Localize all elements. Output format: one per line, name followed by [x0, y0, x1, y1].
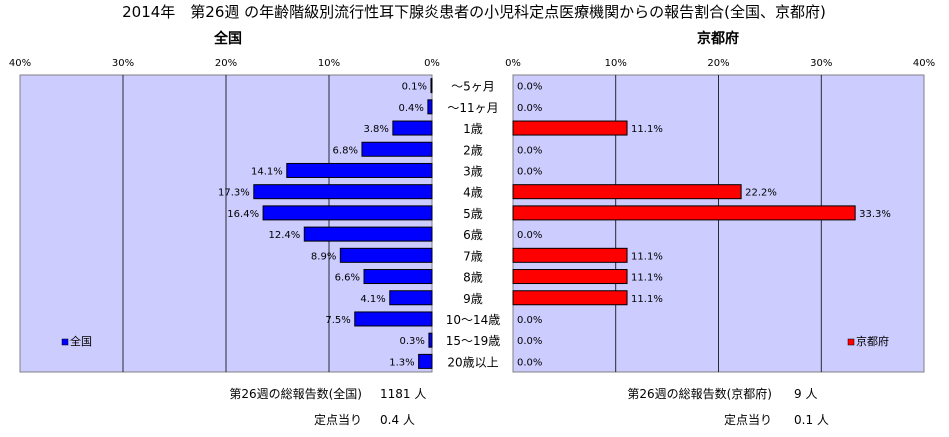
left-value-label: 4.1% — [360, 294, 385, 305]
category-labels: ～5ヶ月 ～11ヶ月 1歳 2歳 3歳 4歳 5歳 6歳 7歳 8歳 9歳 10～14歳 15～19歳 2… — [446, 80, 501, 370]
right-value-label: 0.0% — [517, 230, 542, 241]
right-bar — [512, 290, 628, 306]
left-bar — [339, 247, 433, 263]
category-label: 9歳 — [463, 292, 483, 306]
left-value-label: 7.5% — [325, 315, 350, 326]
right-value-label: 0.0% — [517, 166, 542, 177]
left-bar — [363, 269, 433, 285]
right-value-label: 0.0% — [517, 357, 542, 368]
left-bar — [427, 99, 433, 115]
category-label: 8歳 — [463, 271, 483, 285]
left-bar — [354, 311, 433, 327]
category-label: ～11ヶ月 — [447, 101, 498, 115]
left-value-label: 0.1% — [402, 82, 427, 93]
left-bar — [428, 332, 433, 348]
right-value-label: 11.1% — [631, 294, 663, 305]
right-bar — [512, 269, 628, 285]
national-per-value: 0.4 人 — [380, 413, 415, 427]
right-value-label: 11.1% — [631, 124, 663, 135]
left-tick-label: 20% — [215, 58, 237, 69]
right-tick-label: 10% — [605, 58, 627, 69]
kyoto-per-value: 0.1 人 — [794, 413, 829, 427]
category-label: 10～14歳 — [446, 313, 501, 327]
category-label: 4歳 — [463, 186, 483, 200]
left-tick-label: 40% — [9, 58, 31, 69]
kyoto-per-label: 定点当り — [724, 412, 772, 427]
right-tick-label: 30% — [810, 58, 832, 69]
left-bar — [361, 141, 433, 157]
left-legend-label: 全国 — [70, 334, 92, 348]
national-total-label: 第26週の総報告数(全国) — [229, 386, 362, 401]
category-label: 6歳 — [463, 228, 483, 242]
left-value-label: 8.9% — [311, 251, 336, 262]
right-value-label: 0.0% — [517, 336, 542, 347]
left-bar — [418, 353, 433, 369]
category-label: 15～19歳 — [446, 334, 501, 348]
left-panel-title: 全国 — [213, 30, 242, 47]
right-value-label: 33.3% — [859, 209, 891, 220]
right-value-label: 0.0% — [517, 315, 542, 326]
left-value-label: 0.4% — [398, 103, 423, 114]
right-bar — [512, 247, 628, 263]
right-value-label: 0.0% — [517, 103, 542, 114]
chart-title: 2014年 第26週 の年齢階級別流行性耳下腺炎患者の小児科定点医療機関からの報… — [122, 3, 826, 21]
right-value-label: 0.0% — [517, 145, 542, 156]
left-panel: 40% 30% 20% 10% 0% 0.1% 0.4% 3.8% 6.8% 14.1%17.3%… — [9, 58, 440, 373]
right-value-label: 0.0% — [517, 82, 542, 93]
right-legend-swatch — [847, 338, 855, 346]
left-value-label: 14.1% — [251, 166, 283, 177]
right-bar — [512, 120, 628, 136]
right-panel: 0% 10% 20% 30% 40% 0.0% 0.0% 11.1% 0.0% 0.0% 22.2%… — [505, 58, 935, 373]
left-value-label: 12.4% — [268, 230, 300, 241]
category-label: 7歳 — [463, 249, 483, 263]
category-label: 2歳 — [463, 143, 483, 157]
right-value-label: 11.1% — [631, 273, 663, 284]
right-value-label: 22.2% — [745, 188, 777, 199]
kyoto-total-label: 第26週の総報告数(京都府) — [627, 386, 772, 401]
left-value-label: 3.8% — [363, 124, 388, 135]
left-value-label: 1.3% — [389, 357, 414, 368]
kyoto-total-value: 9 人 — [794, 387, 817, 401]
right-tick-label: 20% — [707, 58, 729, 69]
right-tick-label: 40% — [913, 58, 935, 69]
right-bar — [512, 184, 742, 200]
left-tick-label: 30% — [112, 58, 134, 69]
category-label: 5歳 — [463, 207, 483, 221]
left-bar — [392, 120, 433, 136]
left-tick-label: 10% — [318, 58, 340, 69]
left-bar — [253, 184, 433, 200]
right-legend-label: 京都府 — [856, 334, 889, 348]
national-per-label: 定点当り — [314, 412, 362, 427]
left-value-label: 6.6% — [335, 273, 360, 284]
category-label: 3歳 — [463, 164, 483, 178]
left-bar — [389, 290, 433, 306]
left-value-label: 16.4% — [227, 209, 259, 220]
left-legend-swatch — [61, 338, 69, 346]
category-label: ～5ヶ月 — [451, 80, 495, 94]
category-label: 20歳以上 — [447, 355, 498, 369]
left-value-label: 17.3% — [218, 188, 250, 199]
left-bar — [286, 162, 433, 178]
left-value-label: 0.3% — [400, 336, 425, 347]
left-bar — [430, 78, 433, 94]
left-value-label: 6.8% — [333, 145, 358, 156]
right-bar — [512, 205, 856, 221]
national-total-value: 1181 人 — [380, 387, 426, 401]
left-bar — [303, 226, 433, 242]
left-tick-label: 0% — [424, 58, 440, 69]
right-panel-title: 京都府 — [697, 30, 739, 47]
right-value-label: 11.1% — [631, 251, 663, 262]
right-tick-label: 0% — [505, 58, 521, 69]
category-label: 1歳 — [463, 122, 483, 136]
left-bar — [262, 205, 433, 221]
